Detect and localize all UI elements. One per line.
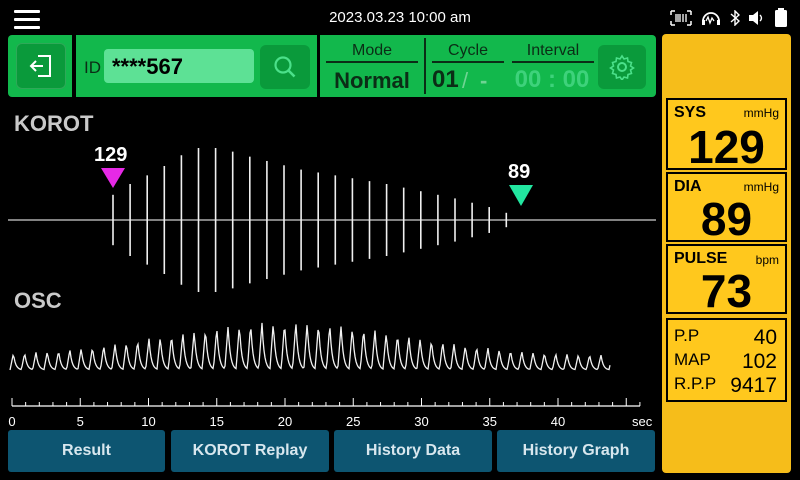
pp-row: P.P 40 xyxy=(674,326,777,350)
sys-label: SYS xyxy=(674,104,707,121)
datetime: 2023.03.23 10:00 am xyxy=(329,9,471,26)
settings-button[interactable] xyxy=(598,45,646,89)
exit-icon xyxy=(29,55,51,77)
patient-id-field[interactable]: ****567 xyxy=(104,49,254,83)
x-axis-label: 0 xyxy=(8,414,15,429)
korot-title: KOROT xyxy=(14,111,94,136)
volume-icon xyxy=(749,11,763,25)
dia-marker-label: 89 xyxy=(508,161,531,183)
korot-replay-button[interactable]: KOROT Replay xyxy=(171,430,329,472)
sys-marker-icon xyxy=(101,168,125,188)
battery-icon xyxy=(775,8,787,27)
x-axis-ticks xyxy=(11,398,641,406)
osc-title: OSC xyxy=(14,288,62,313)
divider xyxy=(424,38,426,94)
pulse-label: PULSE xyxy=(674,250,728,267)
divider xyxy=(432,61,504,63)
interval-value[interactable]: 00 : 00 xyxy=(514,66,590,93)
x-axis-label: 20 xyxy=(278,414,292,429)
osc-waveform xyxy=(9,322,611,371)
pulse-box: PULSE bpm 73 xyxy=(666,244,787,317)
x-axis-label: 10 xyxy=(141,414,155,429)
pulse-unit: bpm xyxy=(755,253,779,267)
x-axis-label: 35 xyxy=(483,414,497,429)
search-icon xyxy=(274,56,296,78)
divider xyxy=(512,61,594,63)
x-axis-label: 25 xyxy=(346,414,360,429)
korot-bars xyxy=(112,148,508,292)
x-axis-label: 5 xyxy=(77,414,84,429)
divider xyxy=(326,61,418,63)
cycle-header: Cycle xyxy=(447,42,488,59)
dia-box: DIA mmHg 89 xyxy=(666,172,787,245)
pp-label: P.P xyxy=(674,326,700,345)
exit-button[interactable] xyxy=(16,43,66,89)
pp-value: 40 xyxy=(753,326,777,349)
cycle-max: - xyxy=(480,68,488,93)
sys-unit: mmHg xyxy=(743,106,779,120)
dia-value: 89 xyxy=(700,193,753,245)
map-row: MAP 102 xyxy=(674,350,777,374)
rpp-row: R.P.P 9417 xyxy=(674,374,777,398)
result-button[interactable]: Result xyxy=(8,430,165,472)
readings-panel: SYS mmHg 129 DIA mmHg 89 PULSE bpm 73 P.… xyxy=(662,34,791,473)
bluetooth-icon xyxy=(730,10,740,26)
cycle-separator: / xyxy=(462,68,469,93)
waveform-area: 0 5 10 15 20 25 30 35 40 sec xyxy=(8,148,656,429)
derived-box: P.P 40 MAP 102 R.P.P 9417 xyxy=(666,318,787,402)
x-axis-label: 40 xyxy=(551,414,565,429)
rpp-label: R.P.P xyxy=(674,374,717,393)
dia-marker-icon xyxy=(509,185,533,206)
dia-label: DIA xyxy=(674,178,702,195)
sys-box: SYS mmHg 129 xyxy=(666,98,787,173)
x-axis-label: 15 xyxy=(210,414,224,429)
x-axis-label: 30 xyxy=(414,414,428,429)
mode-value[interactable]: Normal xyxy=(334,68,410,93)
search-button[interactable] xyxy=(260,45,310,89)
interval-header: Interval xyxy=(526,42,580,59)
history-data-button[interactable]: History Data xyxy=(334,430,492,472)
id-label: ID xyxy=(84,58,101,77)
pulse-value: 73 xyxy=(700,265,753,317)
sys-marker-label: 129 xyxy=(94,144,128,166)
barcode-icon xyxy=(670,10,692,26)
sys-value: 129 xyxy=(688,121,765,173)
headset-icon xyxy=(702,12,720,25)
map-label: MAP xyxy=(674,350,711,369)
rpp-value: 9417 xyxy=(730,374,777,397)
x-axis-unit: sec xyxy=(632,414,653,429)
dia-unit: mmHg xyxy=(743,180,779,194)
x-axis-labels: 0 5 10 15 20 25 30 35 40 xyxy=(8,414,565,429)
history-graph-button[interactable]: History Graph xyxy=(497,430,655,472)
map-value: 102 xyxy=(741,350,777,373)
menu-icon[interactable] xyxy=(14,10,40,30)
gear-icon xyxy=(609,54,635,80)
status-icons xyxy=(670,8,788,28)
cycle-value[interactable]: 01 xyxy=(432,66,459,93)
mode-header: Mode xyxy=(351,42,393,59)
